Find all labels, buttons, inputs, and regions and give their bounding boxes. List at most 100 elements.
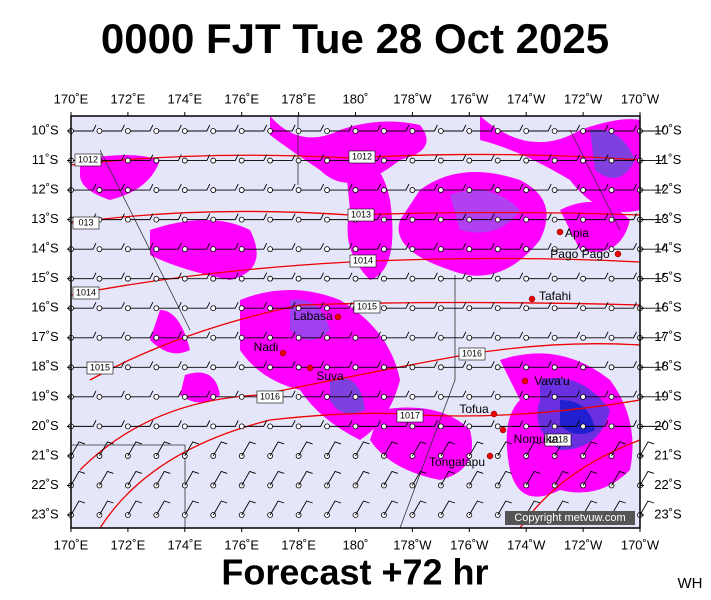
barb-station: [551, 128, 558, 134]
latitude-label: 18˚S: [31, 359, 59, 374]
barb-station: [437, 334, 444, 341]
barb-station: [494, 393, 501, 400]
barb-station: [267, 187, 274, 193]
barb-station: [96, 187, 103, 193]
footer: Forecast +72 hr: [221, 552, 488, 593]
barb: [642, 124, 666, 132]
barb: [129, 242, 154, 250]
barb: [269, 441, 285, 457]
barb: [99, 470, 114, 486]
barb: [186, 420, 211, 427]
barb-station: [295, 275, 302, 282]
barb-station: [181, 128, 188, 134]
barb: [272, 242, 296, 250]
longitude-label: 170˚W: [621, 537, 660, 552]
corner-label: WH: [678, 575, 703, 592]
isobar-label: 1015: [90, 362, 110, 372]
barb: [357, 420, 381, 427]
barb: [184, 441, 199, 457]
isobar-label: 1012: [352, 151, 372, 161]
isobar-label-box: [544, 433, 572, 447]
barb: [186, 242, 211, 250]
barb-station: [523, 423, 530, 430]
barb-station: [210, 275, 217, 282]
barb-station: [125, 187, 131, 193]
place-label: Nomuka: [514, 432, 559, 446]
barb: [73, 331, 97, 339]
barb-station: [125, 305, 131, 312]
barb: [300, 302, 325, 309]
isobar-label-box: [458, 347, 486, 361]
barb: [73, 272, 97, 280]
barb-station: [96, 393, 103, 400]
barb: [129, 420, 154, 427]
barb-station: [125, 334, 131, 341]
barb-station: [608, 216, 615, 223]
copyright: Copyright metvuw.com: [514, 512, 625, 524]
barb-station: [466, 423, 473, 430]
barb-station: [125, 216, 131, 223]
barb: [73, 242, 97, 250]
barb: [611, 470, 626, 486]
barb-station: [352, 393, 359, 400]
barb-station: [153, 364, 160, 371]
barb: [158, 331, 182, 339]
barb-station: [466, 305, 473, 312]
barb-station: [381, 334, 387, 341]
barb: [525, 470, 541, 486]
barb: [556, 154, 581, 161]
barb: [385, 420, 410, 427]
barb-station: [352, 275, 359, 282]
barb-station: [238, 305, 245, 312]
barb: [73, 124, 97, 132]
place-label: Labasa: [293, 309, 333, 323]
isobar-label: 1013: [351, 209, 371, 219]
barb: [243, 420, 268, 427]
barb: [613, 213, 637, 221]
place-dot: [306, 364, 314, 372]
barb-station: [295, 157, 302, 164]
barb: [329, 302, 353, 309]
barb-station: [181, 334, 188, 341]
barb-station: [181, 157, 188, 164]
barb-station: [324, 187, 330, 193]
barb: [440, 470, 455, 486]
barb-station: [324, 423, 330, 430]
latitude-label: 15˚S: [654, 270, 682, 285]
barb-station: [437, 423, 444, 430]
barb-station: [551, 334, 558, 341]
barb: [300, 420, 325, 427]
longitude-label: 172˚E: [111, 537, 146, 552]
barb-station: [125, 128, 131, 134]
barb-station: [181, 275, 188, 282]
barb: [442, 183, 467, 191]
longitude-label: 174˚W: [507, 91, 546, 106]
barb: [385, 361, 410, 368]
isobar-label-box: [353, 300, 381, 314]
barb: [300, 272, 325, 280]
barb: [499, 302, 524, 309]
barb-station: [381, 216, 387, 223]
barb-station: [437, 393, 444, 400]
barb: [528, 361, 552, 368]
barb: [471, 331, 495, 339]
latitude-label: 20˚S: [654, 418, 682, 433]
barb-station: [267, 305, 274, 312]
isobar-label-box: [72, 216, 100, 230]
barb-station: [267, 423, 274, 430]
barb: [442, 272, 467, 280]
barb: [101, 124, 125, 132]
barb-station: [125, 364, 131, 371]
barb: [642, 183, 666, 191]
barb-station: [437, 157, 444, 164]
barb: [471, 272, 495, 280]
barb: [642, 154, 666, 161]
barb: [329, 124, 353, 132]
isobar-label-box: [74, 153, 102, 167]
barb: [414, 183, 438, 191]
barb: [300, 124, 325, 132]
barb: [300, 183, 325, 191]
isobar-label-box: [72, 286, 100, 300]
barb-station: [409, 246, 416, 253]
barb: [639, 441, 655, 457]
